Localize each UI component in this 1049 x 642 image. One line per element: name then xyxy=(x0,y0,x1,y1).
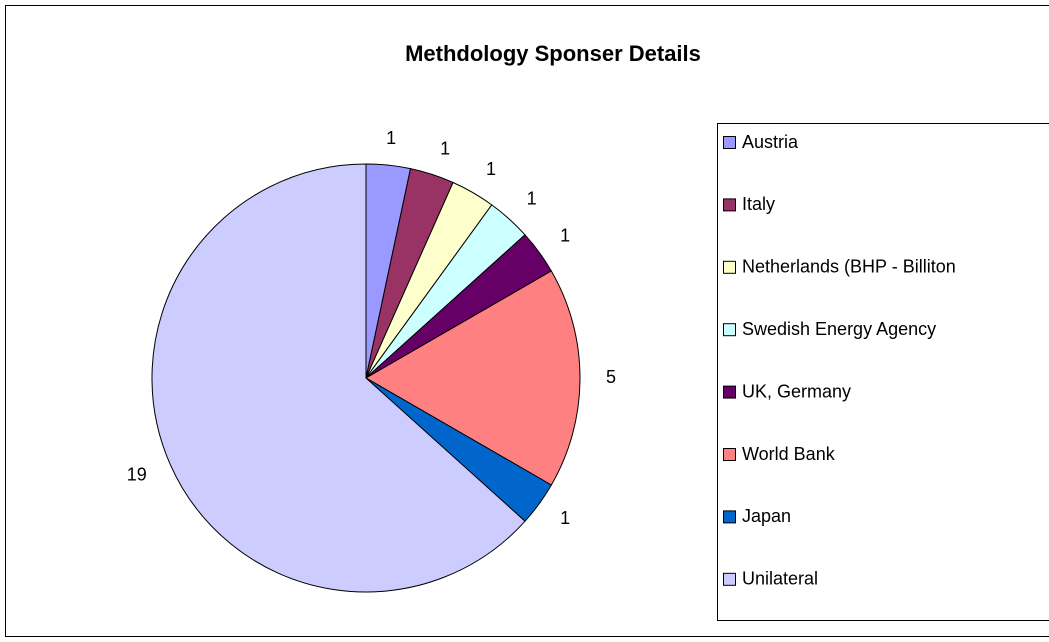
legend-label: Swedish Energy Agency xyxy=(742,319,936,339)
pie: 1 1 1 1 1 5 1 19 xyxy=(127,128,616,593)
data-label: 1 xyxy=(386,128,396,148)
legend-label: Japan xyxy=(742,506,791,526)
legend-label: UK, Germany xyxy=(742,381,851,401)
pie-slice xyxy=(365,270,581,486)
legend: Austria Italy Netherlands (BHP - Billiton S… xyxy=(717,123,1049,621)
legend-swatch xyxy=(723,385,736,399)
legend-swatch xyxy=(723,572,736,586)
data-label: 1 xyxy=(527,188,537,208)
data-label: 1 xyxy=(440,138,450,158)
chart-title: Methdology Sponser Details xyxy=(405,41,701,66)
legend-label: Unilateral xyxy=(742,569,818,589)
legend-swatch xyxy=(723,136,736,149)
legend-box xyxy=(717,123,1049,621)
legend-label: Austria xyxy=(742,132,799,152)
legend-swatch xyxy=(723,198,736,212)
legend-swatch xyxy=(723,323,736,337)
legend-label: World Bank xyxy=(742,444,836,464)
data-label: 1 xyxy=(560,226,570,246)
legend-swatch xyxy=(723,510,736,524)
legend-label: Netherlands (BHP - Billiton xyxy=(742,257,956,277)
data-label: 5 xyxy=(606,367,616,387)
legend-label: Italy xyxy=(742,194,775,214)
data-label: 1 xyxy=(486,159,496,179)
data-label: 19 xyxy=(127,464,147,484)
data-label: 1 xyxy=(560,508,570,528)
pie-slice xyxy=(151,163,526,593)
legend-swatch xyxy=(723,260,736,274)
legend-swatch xyxy=(723,448,736,461)
